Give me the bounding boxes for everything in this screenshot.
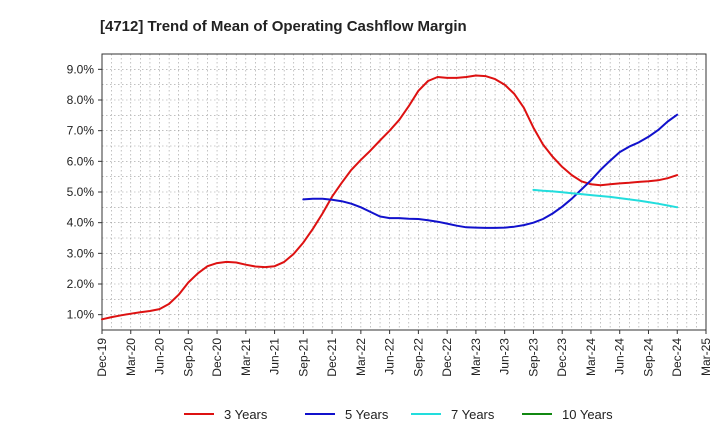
x-tick-label: Dec-23: [555, 338, 569, 377]
y-tick-label: 6.0%: [67, 154, 95, 168]
x-tick-label: Jun-24: [613, 338, 627, 375]
chart-title: [4712] Trend of Mean of Operating Cashfl…: [100, 18, 467, 35]
y-tick-label: 3.0%: [67, 246, 95, 260]
x-tick-label: Dec-21: [325, 338, 339, 377]
x-tick-label: Mar-22: [354, 338, 368, 376]
legend: 3 Years 5 Years 7 Years 10 Years: [184, 407, 613, 422]
series-layer: [101, 74, 679, 321]
x-tick-label: Sep-23: [526, 338, 540, 377]
x-tick-label: Sep-22: [411, 338, 425, 377]
x-tick-label: Mar-21: [239, 338, 253, 376]
series-line-7-years: [532, 188, 679, 209]
x-tick-label: Jun-23: [498, 338, 512, 375]
series-line-3-years: [101, 74, 679, 321]
x-tick-label: Mar-23: [469, 338, 483, 376]
legend-label-10-years: 10 Years: [562, 407, 613, 422]
x-tick-label: Sep-21: [296, 338, 310, 377]
series-line-5-years: [302, 113, 679, 229]
x-tick-label: Mar-24: [584, 338, 598, 376]
x-tick-label: Sep-24: [641, 338, 655, 377]
grid: [101, 53, 707, 331]
x-tick-label: Dec-19: [95, 338, 109, 377]
y-tick-label: 2.0%: [67, 277, 95, 291]
x-tick-label: Sep-20: [181, 338, 195, 377]
x-tick-label: Jun-22: [383, 338, 397, 375]
y-tick-label: 8.0%: [67, 93, 95, 107]
x-tick-label: Dec-24: [670, 338, 684, 377]
y-tick-label: 5.0%: [67, 185, 95, 199]
x-axis: Dec-19 Mar-20 Jun-20 Sep-20 Dec-20 Mar-21 Jun-…: [95, 330, 713, 377]
x-tick-label: Mar-20: [124, 338, 138, 376]
x-tick-label: Jun-20: [153, 338, 167, 375]
x-tick-label: Dec-20: [210, 338, 224, 377]
y-tick-label: 1.0%: [67, 308, 95, 322]
x-tick-label: Mar-25: [699, 338, 713, 376]
y-axis: 1.0% 2.0% 3.0% 4.0% 5.0% 6.0% 7.0% 8.0% 9.0%: [67, 62, 102, 322]
x-tick-label: Dec-22: [440, 338, 454, 377]
x-tick-label: Jun-21: [268, 338, 282, 375]
legend-label-3-years: 3 Years: [224, 407, 268, 422]
y-tick-label: 7.0%: [67, 124, 95, 138]
y-tick-label: 9.0%: [67, 62, 95, 76]
y-tick-label: 4.0%: [67, 216, 95, 230]
legend-label-5-years: 5 Years: [345, 407, 389, 422]
legend-label-7-years: 7 Years: [451, 407, 495, 422]
